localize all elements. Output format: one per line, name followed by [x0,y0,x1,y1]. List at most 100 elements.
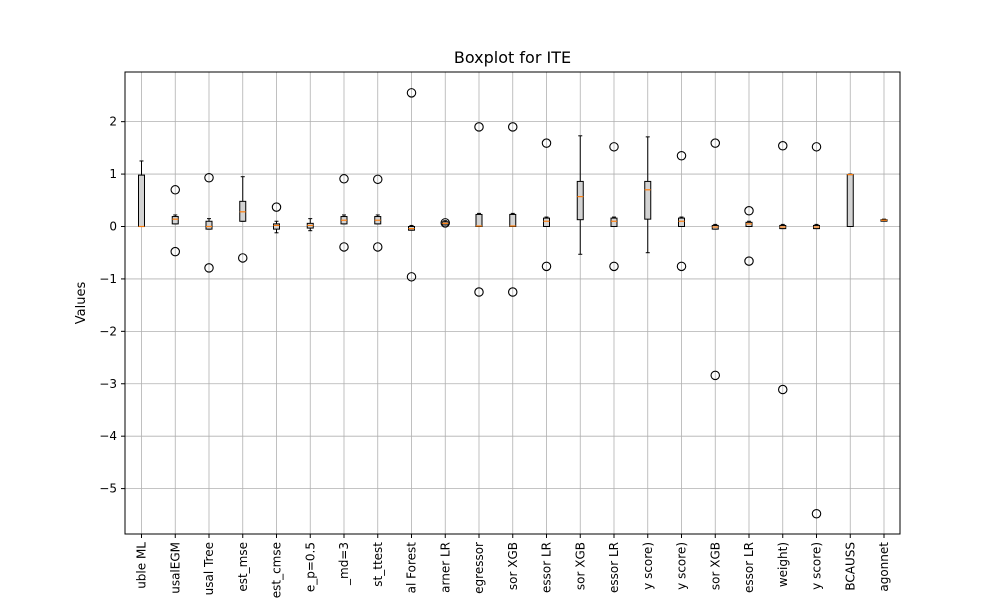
box-group [238,176,248,263]
box-iqr [576,180,584,221]
x-tick-label: e_p=0.5 [303,542,317,592]
box-iqr [543,217,550,227]
box-iqr [610,217,618,227]
x-tick-label: _md=3 [337,542,351,586]
box-group [644,136,652,254]
box-iqr [205,220,213,230]
x-tick-label: est_mse [236,542,250,592]
box-group [306,218,314,232]
outlier-point [507,122,518,132]
axis-layer: −5 −4 −3 −2 −1 0 1 2 uble ML usalEGM usal Tree est_… [99,115,891,599]
outlier-point [609,142,619,152]
outlier-point [339,174,349,184]
box-iqr [644,180,652,220]
x-tick-label: y score) [810,542,824,590]
outlier-point [474,122,484,132]
outlier-point [744,206,754,216]
outlier-point [204,263,214,273]
x-tick-label: st_ttest [371,542,385,587]
box-group [138,160,145,228]
box-iqr [846,174,854,228]
box-group [372,174,383,252]
box-group [676,150,687,272]
x-tick-label: sor XGB [573,542,587,590]
y-tick-label: 1 [109,167,117,181]
x-tick-label: usalEGM [168,542,182,594]
box-group [271,202,282,234]
box-group [507,122,518,297]
x-tick-label: y score) [641,542,655,590]
box-iqr [678,217,685,227]
x-tick-label: uble ML [135,542,149,589]
box-iqr [475,213,483,228]
x-tick-label: arner LR [438,542,452,593]
outlier-point [676,261,687,272]
chart-title: Boxplot for ITE [454,48,571,67]
outlier-point [710,138,720,148]
x-tick-label: egressor [472,542,486,594]
box-group [474,122,484,297]
outlier-point [271,202,282,212]
box-group [170,185,181,257]
box-group [846,173,854,228]
outlier-point [541,261,552,272]
outlier-point [474,287,484,297]
box-group [339,174,349,252]
y-tick-label: −4 [99,429,117,443]
x-tick-label: BCAUSS [843,542,857,591]
box-iqr [273,223,280,230]
outlier-point [744,256,754,266]
x-tick-label: al Forest [405,542,419,594]
outlier-point [811,142,822,152]
outlier-point [204,172,214,183]
y-tick-label: −1 [99,272,117,286]
outlier-point [440,218,450,228]
y-axis-label: Values [74,282,89,325]
outlier-point [372,242,383,252]
x-tick-label: essor LR [540,542,554,593]
outlier-point [777,141,788,151]
outlier-point [170,185,181,195]
box-group [710,138,720,381]
outlier-point [710,370,720,381]
box-layer [138,88,888,519]
x-tick-label: usal Tree [202,542,216,595]
x-tick-label: essor LR [742,542,756,593]
grid-layer [125,72,900,534]
outlier-point [507,287,518,297]
box-group [204,172,214,273]
y-tick-label: 0 [109,220,117,234]
box-iqr [171,216,179,225]
x-tick-label: y score) [675,542,689,590]
x-tick-label: essor LR [607,542,621,593]
outlier-point [238,253,248,263]
x-tick-label: weight) [776,542,790,587]
box-group [406,88,417,282]
outlier-point [541,138,552,148]
box-group [880,218,888,222]
outlier-point [339,242,349,252]
box-group [811,142,822,519]
box-group [541,138,552,272]
outlier-point [676,150,687,161]
box-group [440,218,450,228]
y-tick-label: −2 [99,324,117,338]
box-group [777,141,788,395]
x-tick-label: sor XGB [708,542,722,590]
x-tick-label: sor XGB [506,542,520,590]
outlier-point [811,509,822,519]
y-tick-label: −5 [99,482,117,496]
y-tick-label: −3 [99,377,117,391]
outlier-point [406,272,417,282]
outlier-point [777,384,788,395]
outlier-point [170,246,181,257]
y-tick-label: 2 [109,115,117,129]
outlier-point [372,174,383,185]
outlier-point [609,261,619,272]
box-group [744,206,754,266]
box-group [609,142,619,272]
x-tick-label: est_cmse [270,542,284,598]
